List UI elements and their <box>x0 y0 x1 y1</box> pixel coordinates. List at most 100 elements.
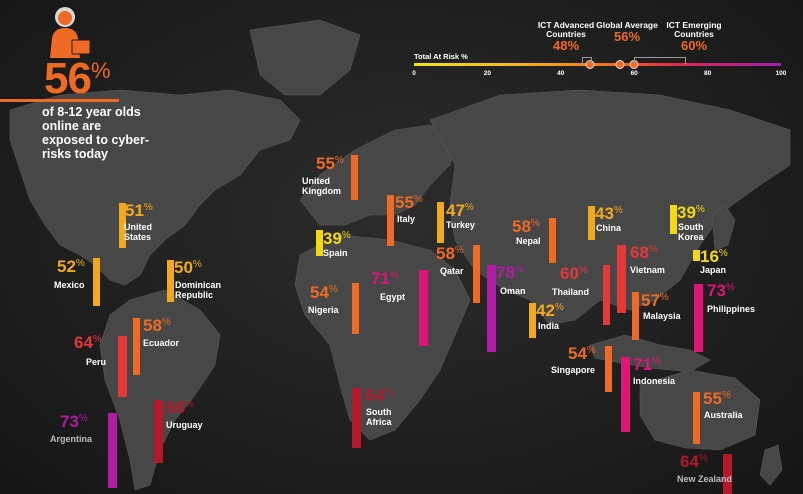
country-percent-value: 64 <box>680 452 699 471</box>
country-percent: 54% <box>310 284 338 302</box>
percent-sign: % <box>78 413 88 424</box>
asia-landmass <box>429 89 791 326</box>
country-percent-value: 47 <box>446 201 465 220</box>
scale-marker-callout: ICT Emerging Countries 60% <box>654 21 734 53</box>
scale-gradient-bar <box>414 63 781 66</box>
headline-text: of 8-12 year olds online are exposed to … <box>42 105 149 161</box>
percent-sign: % <box>184 399 194 410</box>
headline-stat: 56% <box>44 57 110 101</box>
country-percent: 60% <box>560 265 588 283</box>
scale-tick-label: 40 <box>557 70 565 77</box>
new-zealand-landmass <box>759 444 783 486</box>
country-bar <box>437 202 444 243</box>
country-bar <box>93 258 100 306</box>
percent-sign: % <box>328 284 338 295</box>
country-name: Japan <box>700 265 727 275</box>
country-percent: 55% <box>395 194 423 212</box>
country-bar <box>670 205 677 234</box>
scale-title: Total At Risk % <box>414 52 468 61</box>
scale-tick-label: 0 <box>412 70 416 77</box>
country-bar <box>605 346 612 392</box>
scale-tick-label: 100 <box>775 70 787 77</box>
percent-sign: % <box>721 390 731 401</box>
country-name: Oman <box>500 286 526 296</box>
country-name: South Africa <box>366 407 392 427</box>
country-bar <box>603 265 610 325</box>
scale-marker-value: 48% <box>552 38 580 53</box>
percent-sign: % <box>586 345 596 356</box>
country-name: China <box>596 223 622 233</box>
country-name: Nepal <box>516 236 541 246</box>
percent-sign: % <box>725 282 735 293</box>
country-name: Singapore <box>551 365 596 375</box>
country-bar <box>549 218 556 263</box>
country-name: Qatar <box>440 266 464 276</box>
country-percent: 39% <box>323 230 351 248</box>
percent-sign: % <box>413 194 423 205</box>
country-name: Malaysia <box>643 311 681 321</box>
percent-sign: % <box>464 202 474 213</box>
country-name: Turkey <box>446 220 475 230</box>
country-percent-value: 71 <box>371 269 390 288</box>
percent-sign: % <box>554 302 564 313</box>
percent-sign: % <box>454 245 464 256</box>
country-percent: 55% <box>316 155 344 173</box>
percent-sign: % <box>659 292 669 303</box>
country-percent-value: 58 <box>436 244 455 263</box>
country-percent: 50% <box>174 259 202 277</box>
country-percent: 16% <box>700 248 728 266</box>
percent-sign: % <box>192 259 202 270</box>
country-name: United Kingdom <box>302 176 341 196</box>
country-percent-value: 39 <box>323 229 342 248</box>
headline-rule <box>0 99 119 102</box>
country-percent-value: 16 <box>700 247 719 266</box>
country-percent: 47% <box>446 202 474 220</box>
country-name: Uruguay <box>166 420 203 430</box>
country-percent: 52% <box>57 258 85 276</box>
country-name: Thailand <box>552 287 590 297</box>
country-bar <box>694 284 703 352</box>
country-bar <box>387 195 394 246</box>
country-percent: 58% <box>143 317 171 335</box>
scale-marker-value: 56% <box>613 29 641 44</box>
country-bar <box>529 303 536 338</box>
scale-tick-label: 60 <box>630 70 638 77</box>
country-percent: 64% <box>680 453 708 471</box>
country-name: Argentina <box>50 434 93 444</box>
country-percent: 71% <box>371 270 399 288</box>
country-percent: 66% <box>166 399 194 417</box>
country-percent-value: 78 <box>496 263 515 282</box>
country-percent: 57% <box>641 292 669 310</box>
country-percent-value: 42 <box>536 301 555 320</box>
country-percent: 51% <box>125 202 153 220</box>
country-bar <box>167 260 174 302</box>
country-bar <box>621 357 630 432</box>
country-percent: 58% <box>512 218 540 236</box>
percent-sign: % <box>383 387 393 398</box>
callout-bracket <box>634 57 686 64</box>
country-percent-value: 73 <box>60 412 79 431</box>
country-name: India <box>538 321 560 331</box>
country-bar <box>632 292 639 340</box>
country-percent: 39% <box>677 204 705 222</box>
country-percent: 55% <box>703 390 731 408</box>
country-percent-value: 50 <box>174 258 193 277</box>
country-percent: 42% <box>536 302 564 320</box>
percent-sign: % <box>143 202 153 213</box>
country-percent-value: 52 <box>57 257 76 276</box>
country-percent-value: 68 <box>630 243 649 262</box>
country-name: Peru <box>86 357 107 367</box>
country-percent: 58% <box>436 245 464 263</box>
country-bar <box>588 206 595 240</box>
country-percent: 73% <box>707 282 735 300</box>
country-bar <box>693 250 700 261</box>
scale-marker-dot <box>585 60 595 69</box>
country-name: Indonesia <box>633 376 676 386</box>
scale-marker-value: 60% <box>680 38 708 53</box>
scale-marker-label: ICT Advanced Countries <box>537 20 595 39</box>
country-percent-value: 60 <box>560 264 579 283</box>
country-percent-value: 54 <box>310 283 329 302</box>
scale-tick-label: 80 <box>703 70 712 77</box>
callout-bracket <box>582 57 593 64</box>
